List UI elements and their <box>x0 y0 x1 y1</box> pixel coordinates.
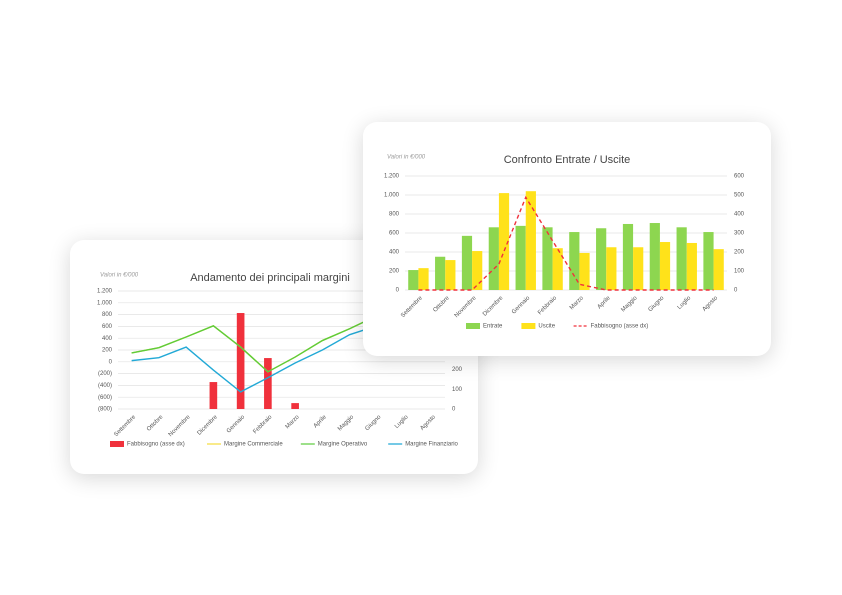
x-tick-label: Dicembre <box>482 295 505 318</box>
legend-swatch <box>466 323 480 329</box>
bar <box>291 403 299 409</box>
bar <box>435 256 446 290</box>
legend-label: Margine Finanziario <box>405 442 458 448</box>
y-tick-label: 800 <box>389 212 400 218</box>
y-tick-label: 1.000 <box>384 193 400 199</box>
bar <box>542 227 553 290</box>
x-tick-label: Maggio <box>620 295 639 314</box>
x-tick-label: Febbraio <box>537 295 558 316</box>
x-tick-label: Ottobre <box>146 414 165 433</box>
bar <box>408 270 419 290</box>
chart: Valori in €/000 Confronto Entrate / Usci… <box>384 154 745 330</box>
bar <box>622 223 634 290</box>
y2-tick-label: 600 <box>734 174 745 180</box>
bar <box>569 232 580 290</box>
y2-tick-label: 0 <box>734 288 738 294</box>
bar <box>703 232 714 290</box>
x-tick-label: Aprile <box>313 414 329 430</box>
bar <box>713 249 724 290</box>
legend-swatch <box>110 441 124 447</box>
chart-title: Andamento dei principali margini <box>190 272 350 284</box>
y-tick-label: 1.200 <box>384 174 400 180</box>
bar <box>633 247 644 290</box>
x-tick-label: Giugno <box>648 295 666 313</box>
x-tick-label: Maggio <box>337 414 356 433</box>
x-tick-label: Aprile <box>597 295 613 311</box>
bar <box>686 242 697 290</box>
bar <box>606 247 617 290</box>
y2-tick-label: 0 <box>452 407 456 413</box>
bar <box>649 223 660 290</box>
bar <box>659 242 671 290</box>
y2-tick-label: 400 <box>734 212 745 218</box>
x-tick-label: Luglio <box>677 295 693 311</box>
bar <box>418 268 429 290</box>
bar <box>461 235 473 290</box>
y-tick-label: 200 <box>102 348 113 354</box>
y-tick-label: (200) <box>98 371 112 377</box>
y-tick-label: (400) <box>98 383 112 389</box>
y-tick-label: 800 <box>102 312 113 318</box>
x-tick-label: Settembre <box>400 295 424 319</box>
y-tick-label: 600 <box>102 324 113 330</box>
y-tick-label: 1.200 <box>97 289 113 295</box>
y2-tick-label: 200 <box>452 367 463 373</box>
y-tick-label: 0 <box>109 359 113 365</box>
x-tick-label: Settembre <box>113 414 137 438</box>
x-tick-label: Agosto <box>419 414 437 432</box>
legend-label: Margine Operativo <box>318 442 368 448</box>
bar <box>445 260 456 290</box>
y-tick-label: 200 <box>389 269 400 275</box>
y-tick-label: (800) <box>98 407 112 413</box>
legend-label: Margine Commerciale <box>224 442 283 448</box>
y2-tick-label: 100 <box>734 269 745 275</box>
bar <box>236 313 245 409</box>
bar <box>552 248 563 290</box>
x-tick-label: Ottobre <box>432 295 451 314</box>
y-tick-label: 0 <box>396 288 400 294</box>
chart-title: Confronto Entrate / Uscite <box>504 154 631 166</box>
x-tick-label: Giugno <box>364 414 382 432</box>
y2-tick-label: 300 <box>734 231 745 237</box>
y-tick-label: 1.000 <box>97 300 113 306</box>
y-tick-label: 400 <box>102 336 113 342</box>
y2-tick-label: 500 <box>734 193 745 199</box>
x-tick-label: Marzo <box>285 414 301 430</box>
bar <box>498 193 510 290</box>
bar <box>676 227 687 290</box>
legend-label: Fabbisogno (asse dx) <box>591 324 649 330</box>
x-tick-label: Gennaio <box>511 295 532 316</box>
bar <box>515 225 526 290</box>
legend-label: Uscite <box>538 324 555 330</box>
x-tick-label: Marzo <box>569 295 585 311</box>
x-tick-label: Novembre <box>454 295 478 319</box>
x-tick-label: Febbraio <box>252 414 273 435</box>
bar <box>488 227 499 290</box>
x-tick-label: Novembre <box>168 414 192 438</box>
x-tick-label: Dicembre <box>196 414 219 437</box>
legend-label: Fabbisogno (asse dx) <box>127 442 185 448</box>
y2-tick-label: 100 <box>452 387 463 393</box>
card: Valori in €/000 Confronto Entrate / Usci… <box>363 122 771 356</box>
chart-subtitle: Valori in €/000 <box>100 273 139 279</box>
bar <box>596 228 607 290</box>
y-tick-label: 400 <box>389 250 400 256</box>
bar <box>579 252 590 290</box>
legend-swatch <box>521 323 536 329</box>
chart-subtitle: Valori in €/000 <box>387 155 426 161</box>
bar <box>525 191 536 290</box>
y-tick-label: (600) <box>98 395 112 401</box>
x-tick-label: Gennaio <box>226 414 247 435</box>
bar <box>264 358 272 409</box>
bar <box>209 382 218 409</box>
x-tick-label: Luglio <box>394 414 410 430</box>
x-tick-label: Agosto <box>702 295 720 313</box>
line <box>418 195 714 291</box>
legend-label: Entrate <box>483 324 503 330</box>
y-tick-label: 600 <box>389 231 400 237</box>
bar <box>472 251 483 290</box>
y2-tick-label: 200 <box>734 250 745 256</box>
